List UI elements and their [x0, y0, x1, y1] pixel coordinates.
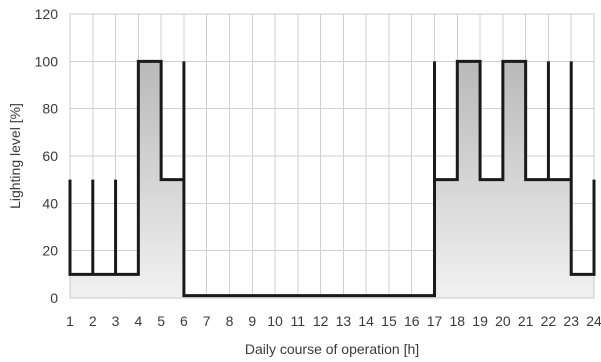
x-tick-label: 14	[358, 313, 374, 329]
y-tick-label: 60	[42, 148, 58, 164]
y-axis-tick-labels: 0 20 40 60 80 100 120	[35, 6, 59, 306]
x-tick-label: 17	[427, 313, 443, 329]
x-tick-label: 12	[313, 313, 329, 329]
x-axis-tick-labels: 1 2 3 4 5 6 7 8 9 10 11 12 13 14 15 16 17 18 19 20 21 22 23 24	[66, 313, 601, 329]
x-tick-label: 22	[541, 313, 557, 329]
lighting-level-area	[70, 61, 594, 298]
step-line-layer	[68, 59, 596, 298]
x-tick-label: 9	[248, 313, 256, 329]
x-tick-label: 11	[291, 313, 306, 329]
x-tick-label: 7	[203, 313, 211, 329]
x-tick-label: 16	[404, 313, 420, 329]
x-tick-label: 19	[472, 313, 488, 329]
y-tick-label: 0	[50, 290, 58, 306]
x-tick-label: 3	[112, 313, 120, 329]
plot-area-border	[69, 13, 595, 299]
x-tick-label: 24	[586, 313, 601, 329]
x-tick-label: 20	[495, 313, 511, 329]
y-tick-label: 40	[42, 195, 58, 211]
y-tick-label: 120	[35, 6, 59, 22]
x-tick-label: 18	[450, 313, 466, 329]
y-tick-label: 20	[42, 243, 58, 259]
x-tick-label: 2	[89, 313, 97, 329]
lighting-level-step-line	[68, 59, 596, 298]
x-tick-label: 21	[518, 313, 534, 329]
y-tick-label: 80	[42, 101, 58, 117]
x-tick-label: 15	[381, 313, 397, 329]
x-tick-label: 10	[267, 313, 283, 329]
x-tick-label: 23	[563, 313, 579, 329]
x-tick-label: 4	[134, 313, 142, 329]
y-axis-title: Lighting level [%]	[7, 103, 23, 209]
step-area-layer	[70, 61, 594, 298]
x-tick-label: 13	[336, 313, 352, 329]
x-tick-label: 8	[226, 313, 234, 329]
x-tick-label: 1	[66, 313, 74, 329]
x-tick-label: 6	[180, 313, 188, 329]
x-tick-label: 5	[157, 313, 165, 329]
y-tick-label: 100	[35, 53, 59, 69]
x-axis-title: Daily course of operation [h]	[245, 341, 419, 357]
